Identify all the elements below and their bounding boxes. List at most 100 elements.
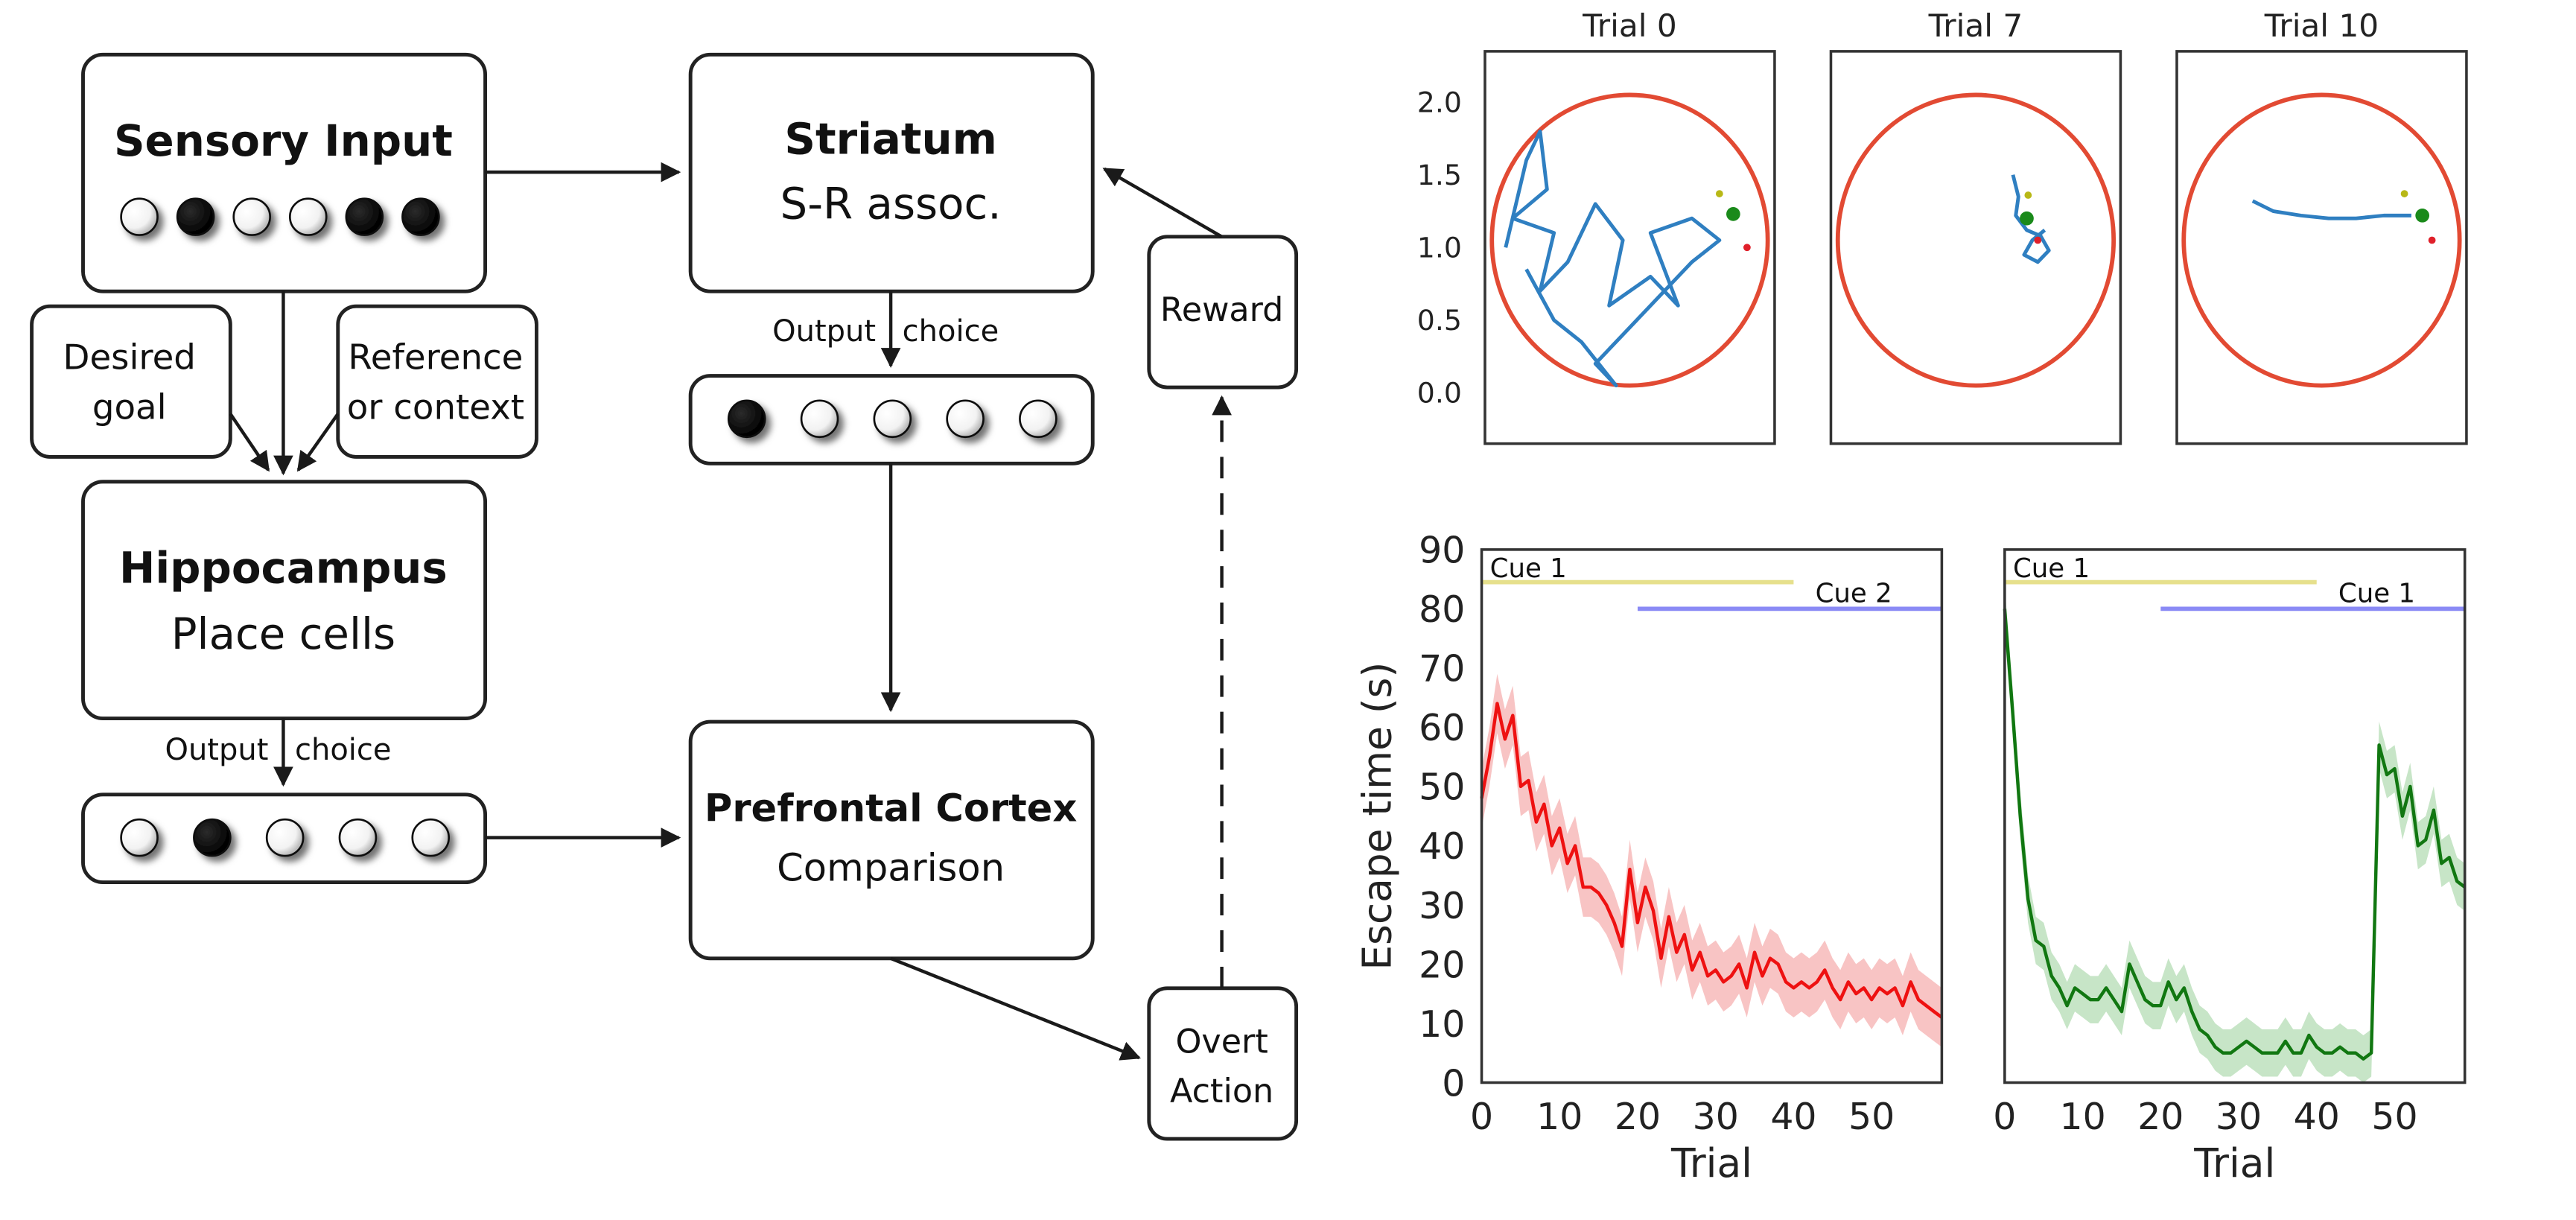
trajectory-panel-0: Trial 0 0.0 0.5 1.0 1.5 2.0: [1417, 7, 1776, 445]
hippocampus-title: Hippocampus: [119, 542, 448, 593]
x-axis-label: Trial: [2193, 1140, 2275, 1186]
trajectory-y-tick-label: 0.5: [1417, 304, 1462, 337]
y-tick-label: 80: [1419, 588, 1465, 631]
sensory-input-units: [120, 197, 440, 236]
y-axis-label: Escape time (s): [1353, 662, 1400, 970]
error-band: [2004, 585, 2465, 1083]
cue-marker: [1743, 244, 1751, 252]
desired-goal-box: Desired goal: [30, 304, 232, 459]
x-tick-label: 50: [2371, 1096, 2417, 1138]
hippo-output-layer: [81, 792, 488, 885]
trajectory-path: [1504, 129, 1722, 388]
error-band: [1481, 673, 1942, 1047]
striatum-output-unit-inactive: [800, 399, 839, 439]
trajectory-panels: Trial 0 0.0 0.5 1.0 1.5 2.0 Trial 7 Trial 10: [1417, 7, 2468, 445]
x-tick-label: 40: [2294, 1096, 2340, 1138]
hippo-output-unit-inactive: [120, 818, 159, 857]
striatum-title: Striatum: [784, 114, 996, 165]
striatum-output-unit-inactive: [873, 399, 912, 439]
trajectory-y-tick-label: 1.5: [1417, 159, 1462, 191]
x-tick-label: 30: [1693, 1096, 1739, 1138]
arrow-reward-to-striatum: [1102, 167, 1223, 238]
x-tick-label: 0: [1993, 1096, 2016, 1138]
escape-time-panels: Cue 1 Cue 2 0 10 20 30 40 50 Trial 0 10 20 30 40 50 60 7…: [1353, 530, 2467, 1186]
desired-goal-line-2: goal: [92, 387, 167, 428]
hippo-output-unit-inactive: [265, 818, 305, 857]
x-tick-label: 20: [1615, 1096, 1661, 1138]
diagram-arrows: [229, 162, 1232, 1061]
striatum-output-label: Output: [772, 314, 876, 349]
y-tick-label: 20: [1419, 944, 1465, 986]
reward-box: Reward: [1147, 235, 1299, 390]
trajectory-frame: [1483, 50, 1776, 445]
cue-marker: [2024, 191, 2032, 199]
trajectory-title: Trial 10: [2264, 7, 2379, 44]
arena-circle: [1489, 92, 1770, 388]
x-tick-label: 10: [1536, 1096, 1583, 1138]
trajectory-panel-1: Trial 7: [1829, 7, 2122, 445]
striatum-output-units: [727, 399, 1058, 439]
platform-marker: [2020, 211, 2034, 226]
hippo-output-unit-inactive: [338, 818, 378, 857]
hippo-output-units: [120, 818, 451, 857]
y-tick-label: 60: [1419, 707, 1465, 749]
circuit-diagram: Sensory Input Striatum S-R assoc. Desire…: [30, 52, 1299, 1141]
pfc-subtitle: Comparison: [777, 846, 1005, 890]
y-tick-label: 70: [1419, 648, 1465, 690]
y-tick-label: 10: [1419, 1003, 1465, 1046]
sensory-input-box: Sensory Input: [81, 52, 488, 293]
hippocampus-subtitle: Place cells: [171, 609, 395, 659]
cue-marker: [2428, 236, 2436, 244]
reward-label: Reward: [1160, 291, 1284, 329]
desired-goal-line-1: Desired: [63, 338, 196, 378]
series-line: [1480, 702, 1943, 1019]
reference-line-1: Reference: [348, 338, 523, 378]
escape-frame: [1480, 548, 1944, 1084]
cue-bar-label: Cue 1: [2013, 553, 2090, 584]
pfc-title: Prefrontal Cortex: [705, 787, 1077, 830]
hippocampus-box: Hippocampus Place cells: [81, 480, 488, 721]
striatum-box: Striatum S-R assoc.: [688, 52, 1095, 293]
trajectory-y-tick-label: 2.0: [1417, 86, 1462, 119]
striatum-subtitle: S-R assoc.: [780, 178, 1002, 229]
cue-bar-label: Cue 2: [1816, 579, 1892, 609]
x-tick-label: 40: [1770, 1096, 1816, 1138]
arena-circle: [1835, 92, 2117, 388]
sensory-unit-inactive: [288, 197, 328, 236]
y-tick-label: 40: [1419, 825, 1465, 868]
cue-marker: [2400, 190, 2408, 197]
trajectory-title: Trial 0: [1582, 7, 1677, 44]
trajectory-path: [2011, 174, 2051, 264]
trajectory-panel-2: Trial 10: [2175, 7, 2468, 445]
sensory-unit-active: [176, 197, 215, 236]
sensory-input-title: Sensory Input: [114, 115, 453, 166]
hippo-output-unit-active: [193, 818, 232, 857]
sensory-unit-inactive: [232, 197, 271, 236]
sensory-unit-active: [401, 197, 440, 236]
reference-line-2: or context: [347, 387, 524, 428]
cue-bar-label: Cue 1: [1490, 553, 1567, 584]
cue-marker: [1715, 190, 1723, 197]
trajectory-y-tick-label: 0.0: [1417, 377, 1462, 410]
overt-action-line-1: Overt: [1175, 1023, 1268, 1061]
overt-action-line-2: Action: [1170, 1073, 1273, 1111]
sensory-unit-inactive: [120, 197, 159, 236]
x-axis-label: Trial: [1670, 1140, 1752, 1186]
striatum-choice-label: choice: [903, 314, 999, 349]
cue-marker: [2034, 236, 2042, 244]
trajectory-y-tick-label: 1.0: [1417, 232, 1462, 264]
sensory-unit-active: [345, 197, 384, 236]
cue-bar-label: Cue 1: [2338, 579, 2415, 609]
x-tick-label: 0: [1470, 1096, 1493, 1138]
x-tick-label: 30: [2216, 1096, 2262, 1138]
hippo-output-label: Output: [165, 733, 268, 767]
y-tick-label: 50: [1419, 766, 1465, 809]
arrow-goal-to-hippocampus: [229, 413, 270, 472]
trajectory-frame: [1829, 50, 2122, 445]
x-tick-label: 10: [2059, 1096, 2105, 1138]
escape-frame: [2003, 548, 2467, 1084]
hippo-output-unit-inactive: [411, 818, 451, 857]
platform-marker: [1726, 207, 1740, 221]
striatum-output-unit-inactive: [946, 399, 985, 439]
x-tick-label: 20: [2137, 1096, 2184, 1138]
